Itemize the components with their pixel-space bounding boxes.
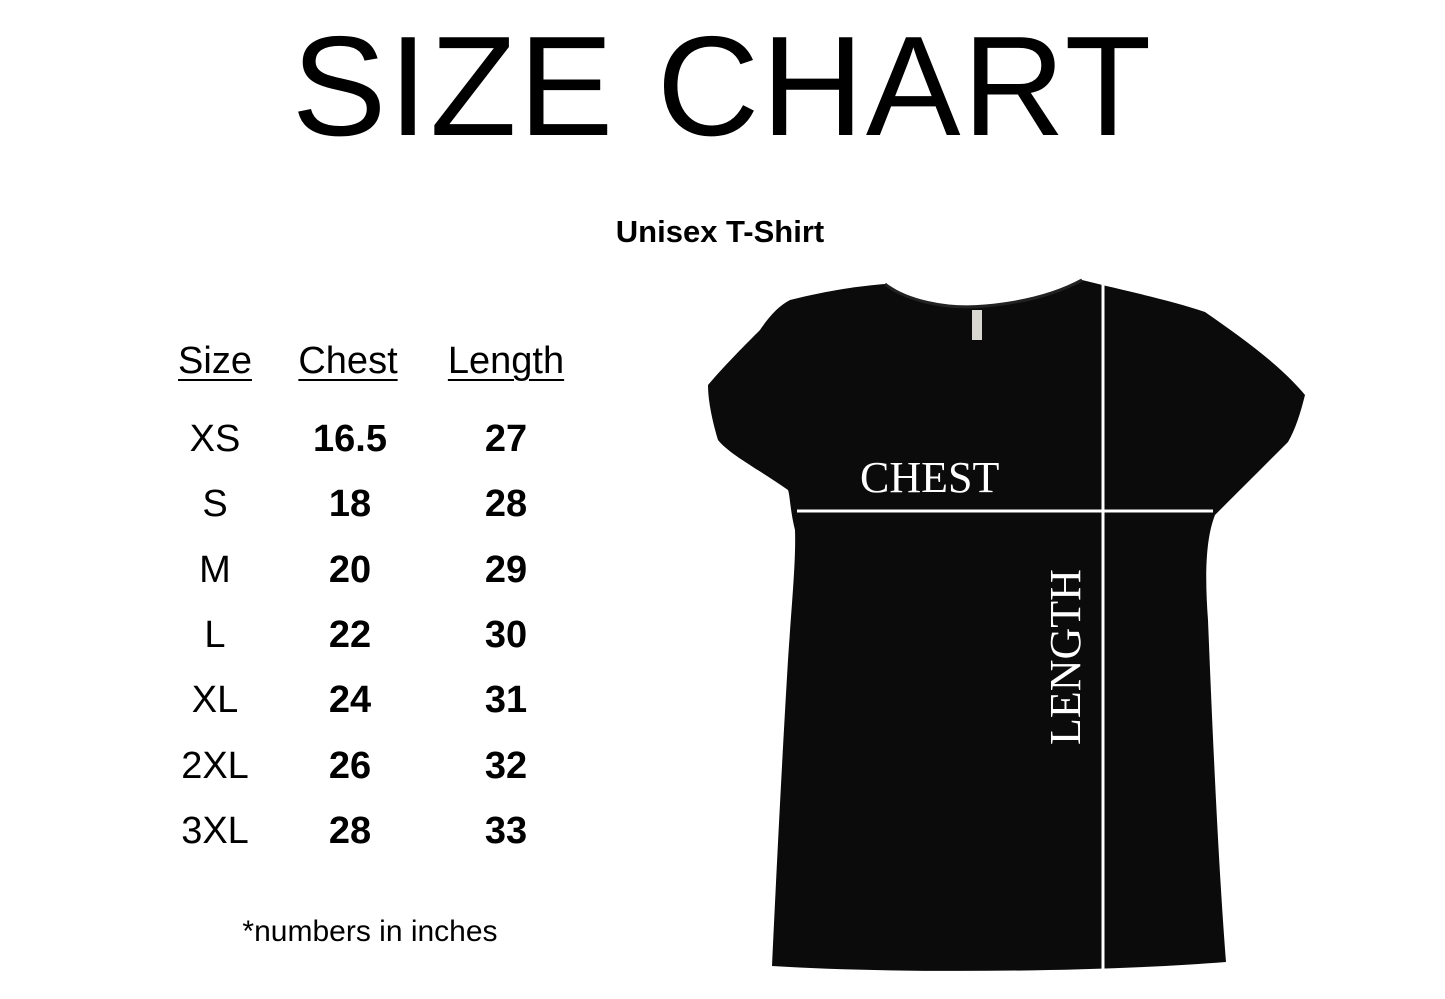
- cell-chest: 20: [328, 548, 372, 591]
- cell-chest: 22: [328, 613, 372, 656]
- header-length: Length: [447, 340, 565, 382]
- cell-size: XS: [189, 418, 241, 460]
- cell-size: L: [204, 613, 226, 656]
- cell-size: 3XL: [181, 809, 249, 852]
- cell-length: 30: [484, 613, 528, 656]
- cell-length: 27: [484, 418, 528, 460]
- collar: [884, 278, 1083, 309]
- subtitle: Unisex T-Shirt: [615, 214, 825, 249]
- cell-size: XL: [191, 679, 239, 722]
- cell-chest: 18: [328, 483, 372, 526]
- header-size: Size: [178, 340, 252, 382]
- cell-length: 32: [484, 744, 528, 787]
- cell-chest: 28: [328, 809, 372, 852]
- cell-length: 31: [484, 679, 528, 722]
- cell-chest: 16.5: [313, 418, 387, 460]
- cell-size: M: [199, 548, 231, 591]
- footnote: *numbers in inches: [242, 915, 498, 948]
- length-label: LENGTH: [1041, 569, 1090, 745]
- cell-length: 33: [484, 809, 528, 852]
- chest-label: CHEST: [860, 453, 999, 502]
- cell-length: 29: [484, 548, 528, 591]
- header-chest: Chest: [298, 340, 398, 382]
- cell-size: S: [202, 483, 228, 526]
- page-title: SIZE CHART: [291, 7, 1154, 166]
- cell-chest: 26: [328, 744, 372, 787]
- cell-size: 2XL: [181, 744, 249, 787]
- tshirt-icon: [708, 280, 1305, 971]
- cell-chest: 24: [328, 679, 372, 722]
- cell-length: 28: [484, 483, 528, 526]
- shirt-tag: [972, 310, 982, 340]
